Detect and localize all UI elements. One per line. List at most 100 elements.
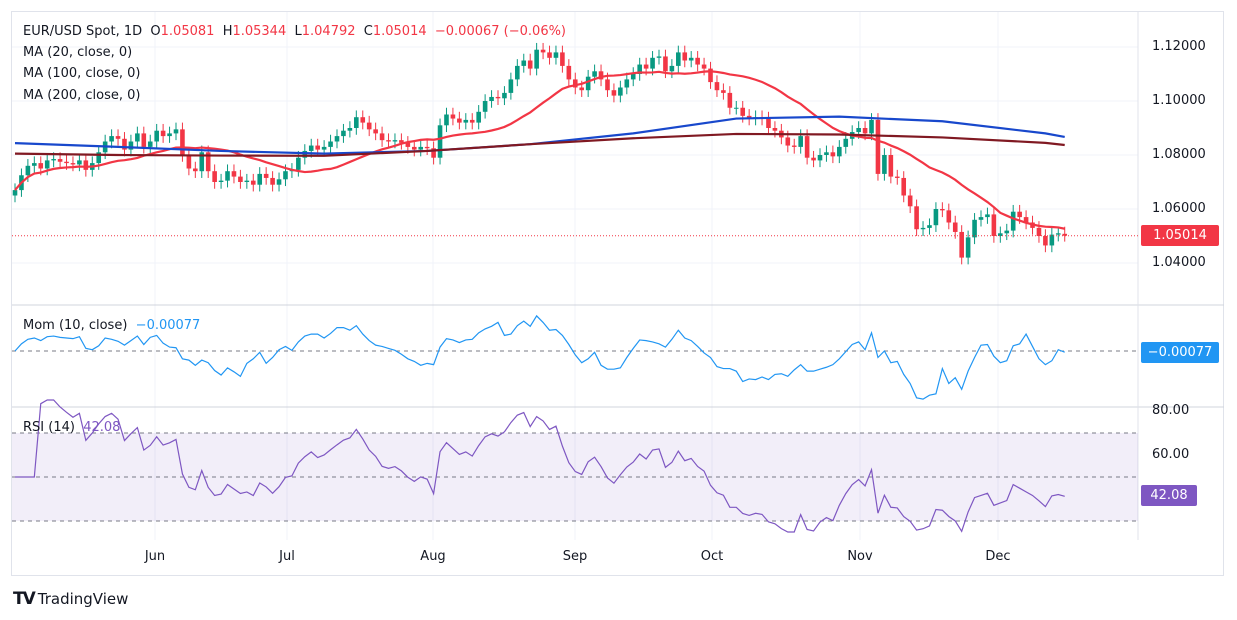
candle-body xyxy=(521,60,527,66)
candle-body xyxy=(733,107,739,109)
candle-body xyxy=(457,118,462,123)
candle-body xyxy=(740,107,746,116)
candle-body xyxy=(308,145,314,151)
candle-body xyxy=(914,206,919,230)
ma20-legend[interactable]: MA (20, close, 0) xyxy=(23,45,133,60)
candle-body xyxy=(605,79,610,91)
candle-body xyxy=(424,146,430,149)
mom-legend[interactable]: Mom (10, close) −0.00077 xyxy=(23,318,200,333)
candle-body xyxy=(244,180,250,182)
candle-body xyxy=(347,128,353,131)
candle-body xyxy=(296,157,301,170)
candle-body xyxy=(141,133,147,147)
candle-body xyxy=(495,96,501,99)
candle-body xyxy=(463,119,469,123)
candle-body xyxy=(341,130,346,137)
ma100-line xyxy=(14,115,1065,155)
candle-body xyxy=(882,155,887,174)
candle-body xyxy=(392,140,398,142)
candle-body xyxy=(83,160,89,170)
candle-body xyxy=(940,209,945,211)
candle-body xyxy=(270,177,275,185)
brand-name: TradingView xyxy=(37,590,129,608)
candle-body xyxy=(1023,217,1029,223)
candle-body xyxy=(837,146,842,157)
candle-body xyxy=(695,57,700,65)
candle-body xyxy=(12,190,18,196)
candle-body xyxy=(1055,233,1061,235)
candle-body xyxy=(585,76,591,91)
candle-body xyxy=(476,111,481,123)
candle-body xyxy=(167,133,172,137)
candle-body xyxy=(180,129,185,155)
candle-body xyxy=(978,217,984,220)
candle-body xyxy=(714,82,720,91)
rsi-line xyxy=(15,399,1065,533)
candle-body xyxy=(399,140,404,143)
candle-body xyxy=(44,160,50,169)
candle-body xyxy=(843,138,849,147)
ma200-line xyxy=(14,132,1065,157)
candle-body xyxy=(64,161,69,164)
candle-body xyxy=(128,141,134,150)
change-value: −0.00067 (−0.06%) xyxy=(434,24,567,39)
candle-body xyxy=(405,142,411,147)
time-label-jul: Jul xyxy=(279,549,295,564)
rsi-legend[interactable]: RSI (14) 42.08 xyxy=(23,420,120,435)
candle-body xyxy=(70,163,76,165)
candle-body xyxy=(122,138,127,150)
rsi-value-tag: 42.08 xyxy=(1141,485,1197,506)
mom-line xyxy=(14,314,1065,400)
high-value: 1.05344 xyxy=(232,24,287,39)
candle-body xyxy=(727,92,733,108)
candle-body xyxy=(354,117,359,128)
time-label-sep: Sep xyxy=(562,549,588,564)
candle-body xyxy=(663,56,668,72)
candle-body xyxy=(257,173,263,185)
candle-body xyxy=(643,64,649,69)
candle-body xyxy=(411,146,417,150)
rsi-tick: 80.00 xyxy=(1152,403,1190,418)
candle-body xyxy=(959,231,964,258)
candle-body xyxy=(96,152,102,164)
time-label-jun: Jun xyxy=(144,549,166,564)
candle-body xyxy=(366,122,372,130)
candle-body xyxy=(450,114,456,119)
candle-body xyxy=(25,165,31,176)
candle-body xyxy=(147,141,153,147)
candle-body xyxy=(135,133,140,142)
time-label-aug: Aug xyxy=(420,549,446,564)
candle-body xyxy=(418,146,424,150)
candle-body xyxy=(482,101,488,112)
candle-body xyxy=(618,87,623,96)
candle-body xyxy=(624,79,630,88)
price-tick: 1.12000 xyxy=(1152,39,1206,54)
time-label-oct: Oct xyxy=(700,549,724,564)
candle-body xyxy=(328,141,333,147)
candle-body xyxy=(315,145,320,150)
candle-body xyxy=(379,133,385,141)
candle-body xyxy=(51,159,56,161)
tradingview-logo-icon: TV xyxy=(13,589,36,609)
candle-body xyxy=(701,64,707,69)
open-label: O xyxy=(150,24,161,39)
ma20-line xyxy=(14,70,1065,230)
candle-body xyxy=(386,140,391,142)
ma200-legend[interactable]: MA (200, close, 0) xyxy=(23,88,141,103)
candle-body xyxy=(205,152,211,172)
last-price-tag: 1.05014 xyxy=(1141,225,1219,246)
candle-body xyxy=(933,209,939,226)
candle-body xyxy=(946,210,952,223)
candle-body xyxy=(1049,234,1055,246)
candle-body xyxy=(721,90,726,93)
tradingview-logo[interactable]: TV TradingView xyxy=(13,589,128,609)
price-tick: 1.10000 xyxy=(1152,93,1206,108)
candle-body xyxy=(553,52,559,58)
candle-body xyxy=(115,136,121,139)
candle-body xyxy=(1036,227,1042,236)
candle-body xyxy=(469,119,475,123)
time-label-nov: Nov xyxy=(847,549,873,564)
candle-body xyxy=(630,74,636,80)
ma100-legend[interactable]: MA (100, close, 0) xyxy=(23,66,141,81)
